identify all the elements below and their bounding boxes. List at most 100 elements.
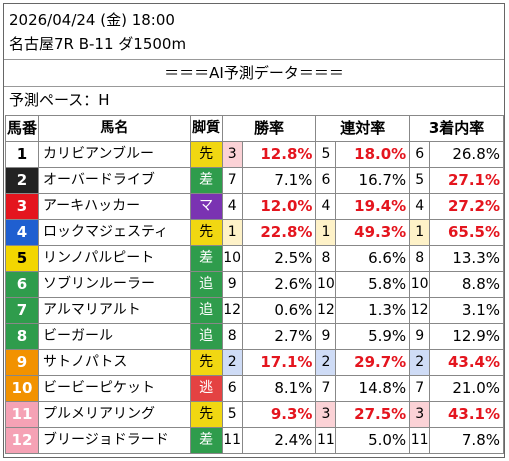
place2-rank: 11 (315, 427, 337, 454)
win-rate: 8.1% (241, 375, 317, 402)
race-datetime: 2026/04/24 (金) 18:00 (9, 11, 175, 29)
place2-rate: 27.5% (335, 401, 411, 428)
table-row: 2 オーバードライブ差 7 7.1% 6 16.7% 5 27.1% (5, 167, 504, 194)
running-style: 差 (189, 167, 223, 194)
win-rate: 2.4% (241, 427, 317, 454)
table-row: 10 ビービーピケット逃 6 8.1% 7 14.8% 7 21.0% (5, 375, 504, 402)
table-row: 4 ロックマジェスティ先 1 22.8% 1 49.3% 1 65.5% (5, 219, 504, 246)
horse-name: アーキハッカー (37, 193, 191, 220)
win-rate: 0.6% (241, 297, 317, 324)
horse-number: 3 (5, 193, 39, 220)
col-win: 勝率 (221, 115, 317, 142)
place2-rank: 7 (315, 375, 337, 402)
horse-name: ブリージョドラード (37, 427, 191, 454)
col-name: 馬名 (37, 115, 191, 142)
place2-rate: 16.7% (335, 167, 411, 194)
place3-rank: 11 (409, 427, 431, 454)
col-style: 脚質 (189, 115, 223, 142)
place3-rate: 27.1% (429, 167, 504, 194)
table-row: 9 サトノパトス先 2 17.1% 2 29.7% 2 43.4% (5, 349, 504, 376)
win-rate: 2.5% (241, 245, 317, 272)
horse-name: アルマリアルト (37, 297, 191, 324)
horse-number: 10 (5, 375, 39, 402)
horse-number: 9 (5, 349, 39, 376)
place2-rate: 14.8% (335, 375, 411, 402)
place3-rank: 10 (409, 271, 431, 298)
place2-rank: 9 (315, 323, 337, 350)
ai-banner: ＝＝＝AI予測データ＝＝＝ (164, 64, 344, 82)
place3-rate: 8.8% (429, 271, 504, 298)
running-style: 先 (189, 401, 223, 428)
win-rank: 7 (221, 167, 243, 194)
horse-number: 2 (5, 167, 39, 194)
win-rate: 2.7% (241, 323, 317, 350)
col-place2: 連対率 (315, 115, 411, 142)
running-style: 追 (189, 323, 223, 350)
place3-rank: 1 (409, 219, 431, 246)
horse-number: 12 (5, 427, 39, 454)
table-row: 12 ブリージョドラード差 11 2.4% 11 5.0% 11 7.8% (5, 427, 504, 454)
horse-name: ビービーピケット (37, 375, 191, 402)
place2-rate: 6.6% (335, 245, 411, 272)
running-style: 先 (189, 141, 223, 168)
horse-name: サトノパトス (37, 349, 191, 376)
table-row: 3 アーキハッカーマ 4 12.0% 4 19.4% 4 27.2% (5, 193, 504, 220)
place3-rank: 3 (409, 401, 431, 428)
win-rank: 6 (221, 375, 243, 402)
place2-rank: 8 (315, 245, 337, 272)
place2-rank: 5 (315, 141, 337, 168)
running-style: 追 (189, 271, 223, 298)
running-style: 差 (189, 245, 223, 272)
place3-rate: 43.1% (429, 401, 504, 428)
col-num: 馬番 (5, 115, 39, 142)
place3-rank: 8 (409, 245, 431, 272)
win-rate: 12.0% (241, 193, 317, 220)
place3-rate: 21.0% (429, 375, 504, 402)
table-row: 1 カリビアンブルー先 3 12.8% 5 18.0% 6 26.8% (5, 141, 504, 168)
place3-rate: 43.4% (429, 349, 504, 376)
win-rank: 12 (221, 297, 243, 324)
table-row: 5 リンノパルピート差 10 2.5% 8 6.6% 8 13.3% (5, 245, 504, 272)
running-style: 先 (189, 219, 223, 246)
horse-name: リンノパルピート (37, 245, 191, 272)
table-row: 7 アルマリアルト追 12 0.6% 12 1.3% 12 3.1% (5, 297, 504, 324)
divider (4, 86, 504, 87)
running-style: 先 (189, 349, 223, 376)
running-style: 逃 (189, 375, 223, 402)
running-style: 追 (189, 297, 223, 324)
place3-rate: 26.8% (429, 141, 504, 168)
win-rate: 9.3% (241, 401, 317, 428)
place2-rate: 19.4% (335, 193, 411, 220)
running-style: マ (189, 193, 223, 220)
place2-rank: 3 (315, 401, 337, 428)
place3-rank: 9 (409, 323, 431, 350)
win-rank: 11 (221, 427, 243, 454)
place3-rate: 13.3% (429, 245, 504, 272)
horse-name: ソブリンルーラー (37, 271, 191, 298)
place2-rank: 12 (315, 297, 337, 324)
horse-number: 8 (5, 323, 39, 350)
place3-rate: 65.5% (429, 219, 504, 246)
place3-rank: 2 (409, 349, 431, 376)
win-rank: 9 (221, 271, 243, 298)
place2-rate: 5.0% (335, 427, 411, 454)
place2-rate: 1.3% (335, 297, 411, 324)
place3-rank: 7 (409, 375, 431, 402)
horse-number: 5 (5, 245, 39, 272)
horse-name: ビーガール (37, 323, 191, 350)
prediction-table: 馬番 馬名 脚質 勝率 連対率 3着内率 1 カリビアンブルー先 3 12.8% 5 18… (5, 115, 504, 454)
place3-rank: 5 (409, 167, 431, 194)
horse-name: ロックマジェスティ (37, 219, 191, 246)
win-rank: 10 (221, 245, 243, 272)
place3-rate: 7.8% (429, 427, 504, 454)
win-rank: 3 (221, 141, 243, 168)
place2-rank: 10 (315, 271, 337, 298)
horse-name: カリビアンブルー (37, 141, 191, 168)
horse-number: 7 (5, 297, 39, 324)
table-row: 11 プルメリアリング先 5 9.3% 3 27.5% 3 43.1% (5, 401, 504, 428)
horse-number: 1 (5, 141, 39, 168)
running-style: 差 (189, 427, 223, 454)
place3-rate: 12.9% (429, 323, 504, 350)
win-rate: 12.8% (241, 141, 317, 168)
horse-number: 6 (5, 271, 39, 298)
